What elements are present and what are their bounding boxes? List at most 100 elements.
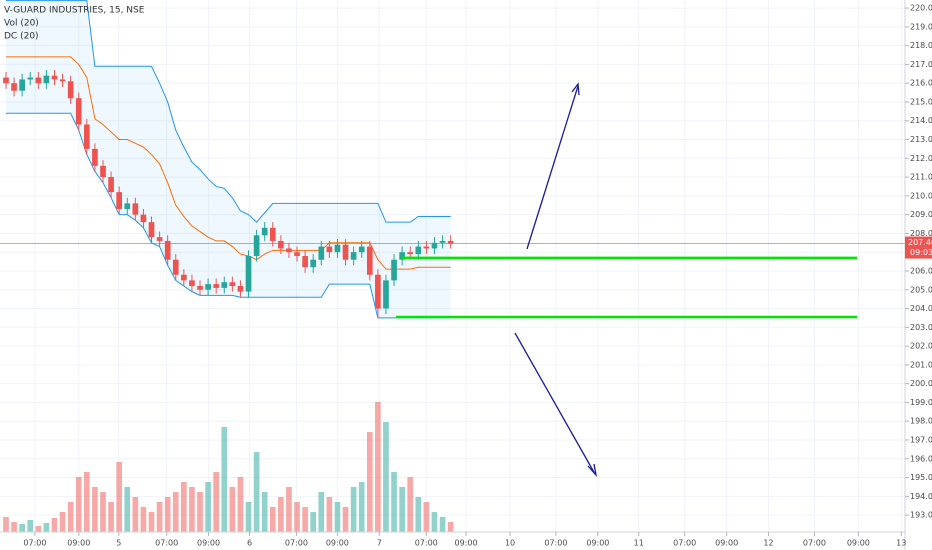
volume-bar — [132, 497, 139, 532]
candle-body — [375, 274, 381, 309]
x-tick-label: 12 — [763, 539, 773, 548]
candle-body — [278, 240, 284, 249]
volume-bar — [51, 518, 58, 532]
channel-fill — [5, 0, 451, 318]
y-tick-label: 202.00 — [910, 342, 932, 351]
volume-bar — [391, 472, 397, 532]
x-tick-label: 10 — [505, 539, 515, 548]
x-tick-label: 07:00 — [673, 539, 696, 548]
candle-body — [75, 98, 82, 125]
last-price-box — [905, 236, 932, 259]
volume-bar — [245, 502, 252, 532]
x-tick-label: 11 — [634, 539, 644, 548]
y-tick-label: 214.00 — [910, 116, 932, 125]
x-tick-label: 09:00 — [586, 539, 609, 548]
y-tick-label: 212.00 — [910, 154, 932, 163]
candle-body — [423, 246, 430, 249]
candle-body — [431, 242, 438, 249]
volume-bar — [43, 523, 50, 532]
x-tick-label: 09:00 — [326, 539, 349, 548]
volume-bar — [164, 497, 171, 532]
countdown-label: 09:03 — [910, 248, 932, 257]
y-tick-label: 220.00 — [910, 4, 932, 13]
volume-bar — [375, 402, 381, 532]
candle-body — [43, 75, 50, 84]
volume-bar — [100, 492, 106, 532]
y-tick-label: 204.00 — [910, 304, 932, 313]
candle-body — [189, 280, 195, 286]
volume-bar — [334, 502, 341, 532]
drawings — [514, 82, 598, 478]
candle-body — [27, 77, 34, 80]
volume-bar — [108, 502, 114, 532]
candle-body — [342, 244, 349, 260]
plot-area — [0, 0, 905, 532]
candle-body — [124, 203, 131, 210]
candle-body — [67, 81, 74, 99]
volume-bar — [399, 487, 405, 532]
y-tick-label: 218.00 — [910, 41, 932, 50]
candle-body — [19, 79, 25, 91]
candle-body — [140, 214, 147, 223]
chart-title: V-GUARD INDUSTRIES, 15, NSE — [4, 6, 145, 16]
volume-bar — [197, 492, 203, 532]
candle-body — [205, 284, 211, 290]
x-tick-label: 07:00 — [415, 539, 438, 548]
volume-bar — [261, 492, 268, 532]
volume-bar — [342, 507, 349, 532]
volume-bar — [27, 520, 34, 532]
x-tick-label: 7 — [377, 539, 382, 548]
x-tick-label: 5 — [116, 539, 121, 548]
candle-body — [11, 83, 17, 91]
x-tick-label: 6 — [247, 539, 252, 548]
volume-bar — [172, 492, 179, 532]
x-tick-label: 09:00 — [197, 539, 220, 548]
candle-body — [164, 240, 171, 260]
candle-body — [197, 285, 203, 290]
volume-bar — [431, 512, 438, 532]
candle-body — [237, 285, 244, 292]
volume-bar — [156, 502, 163, 532]
up-arrow-head — [571, 82, 580, 96]
legend: V-GUARD INDUSTRIES, 15, NSE Vol (20) DC … — [4, 6, 145, 42]
candle-body — [286, 248, 292, 253]
candle-body — [294, 252, 300, 256]
volume-bar — [19, 524, 25, 532]
volume-bar — [278, 497, 284, 532]
candle-body — [35, 77, 42, 84]
y-tick-label: 211.00 — [910, 173, 932, 182]
volume-bar — [447, 522, 454, 532]
y-tick-label: 206.00 — [910, 266, 932, 275]
x-tick-label: 07:00 — [155, 539, 178, 548]
y-tick-label: 217.00 — [910, 60, 932, 69]
candle-body — [245, 255, 252, 292]
volume-bar — [358, 482, 365, 532]
candle-body — [229, 282, 236, 286]
y-tick-label: 199.00 — [910, 398, 932, 407]
candle-body — [399, 252, 405, 260]
volume-bar — [350, 487, 357, 532]
candle-body — [116, 192, 122, 210]
volume-bar — [35, 526, 42, 532]
volume-bar — [423, 502, 430, 532]
volume-bar — [116, 462, 122, 532]
volume-bar — [148, 512, 155, 532]
volume-bar — [67, 502, 74, 532]
candle-body — [366, 246, 373, 275]
candle-body — [407, 252, 414, 255]
candle-body — [415, 246, 422, 255]
candle-body — [439, 240, 446, 243]
volume-bar — [221, 427, 228, 532]
y-tick-label: 201.00 — [910, 360, 932, 369]
y-tick-label: 209.00 — [910, 210, 932, 219]
candle-body — [108, 177, 114, 193]
y-tick-label: 205.00 — [910, 285, 932, 294]
indicator-label: Vol (20) — [4, 19, 39, 29]
y-tick-label: 200.00 — [910, 379, 932, 388]
candle-body — [181, 274, 187, 281]
candle-body — [51, 75, 58, 80]
donchian-line — [5, 112, 451, 319]
volume-bar — [3, 517, 9, 532]
volume-bar — [205, 482, 211, 532]
volume-bar — [237, 477, 244, 532]
